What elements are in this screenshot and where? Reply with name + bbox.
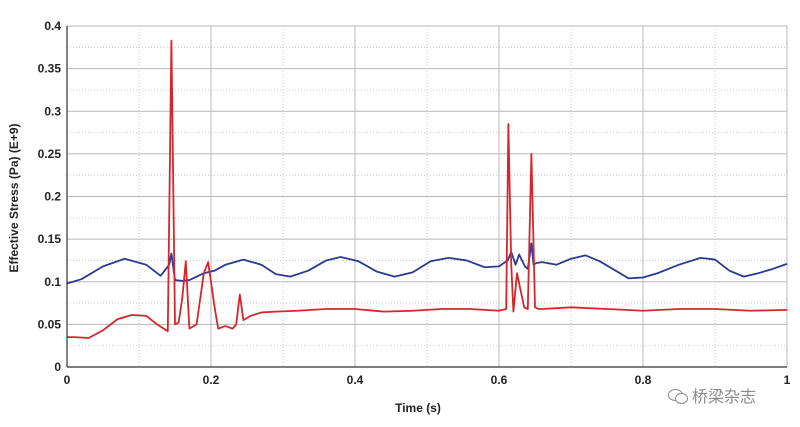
y-tick-label: 0.1 — [44, 275, 61, 289]
y-tick-label: 0.3 — [44, 104, 61, 118]
y-tick-label: 0.15 — [38, 232, 62, 246]
y-tick-label: 0 — [54, 360, 61, 374]
y-axis-title: Effective Stress (Pa) (E+9) — [7, 123, 21, 272]
x-tick-label: 0 — [64, 373, 71, 387]
y-tick-label: 0.4 — [44, 19, 61, 33]
x-tick-label: 0.8 — [635, 373, 652, 387]
x-tick-label: 0.6 — [491, 373, 508, 387]
y-tick-label: 0.05 — [38, 317, 62, 331]
watermark-text: 桥梁杂志 — [692, 387, 757, 406]
tick-labels: 0 0.2 0.4 0.6 0.8 1 0 0.05 0.1 0.15 0.2 0.25 0.3 0.35… — [38, 19, 791, 387]
series-line-2 — [67, 39, 788, 339]
watermark: 桥梁杂志 — [668, 383, 756, 407]
x-tick-label: 1 — [784, 373, 791, 387]
y-tick-label: 0.2 — [44, 190, 61, 204]
wechat-icon — [668, 387, 688, 404]
y-tick-label: 0.35 — [38, 62, 62, 76]
x-axis-title: Time (s) — [395, 401, 441, 415]
series-group — [66, 39, 788, 339]
y-tick-label: 0.25 — [38, 147, 62, 161]
axes — [66, 26, 787, 368]
x-tick-label: 0.2 — [203, 373, 220, 387]
x-tick-label: 0.4 — [347, 373, 364, 387]
